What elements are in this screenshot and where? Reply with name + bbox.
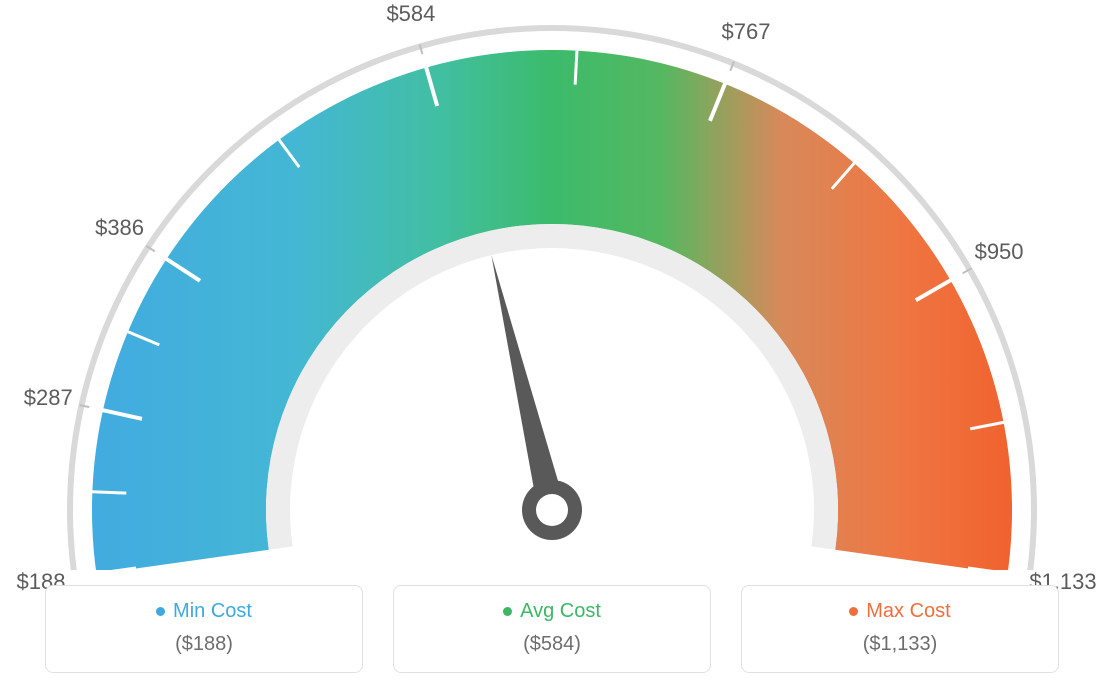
gauge-tick-label: $386 bbox=[95, 215, 144, 241]
gauge-tick-label: $287 bbox=[24, 385, 73, 411]
legend-max-title: Max Cost bbox=[849, 600, 950, 623]
gauge-tick-label: $767 bbox=[722, 19, 771, 45]
gauge-area: $188$287$386$584$767$950$1,133 bbox=[0, 0, 1104, 570]
legend-min-value: ($188) bbox=[56, 633, 352, 656]
legend-card-avg: Avg Cost ($584) bbox=[393, 585, 711, 673]
legend-min-title: Min Cost bbox=[156, 600, 252, 623]
legend-max-label: Max Cost bbox=[866, 600, 950, 623]
dot-icon bbox=[849, 607, 858, 616]
gauge-svg bbox=[0, 0, 1104, 570]
legend-card-max: Max Cost ($1,133) bbox=[741, 585, 1059, 673]
dot-icon bbox=[156, 607, 165, 616]
dot-icon bbox=[503, 607, 512, 616]
gauge-chart-container: $188$287$386$584$767$950$1,133 Min Cost … bbox=[0, 0, 1104, 690]
legend-card-min: Min Cost ($188) bbox=[45, 585, 363, 673]
legend-avg-value: ($584) bbox=[404, 633, 700, 656]
legend-avg-label: Avg Cost bbox=[520, 600, 601, 623]
legend-max-value: ($1,133) bbox=[752, 633, 1048, 656]
legend-avg-title: Avg Cost bbox=[503, 600, 601, 623]
gauge-tick-label: $950 bbox=[975, 239, 1024, 265]
legend-row: Min Cost ($188) Avg Cost ($584) Max Cost… bbox=[45, 585, 1059, 673]
legend-min-label: Min Cost bbox=[173, 600, 252, 623]
gauge-tick-label: $584 bbox=[386, 1, 435, 27]
